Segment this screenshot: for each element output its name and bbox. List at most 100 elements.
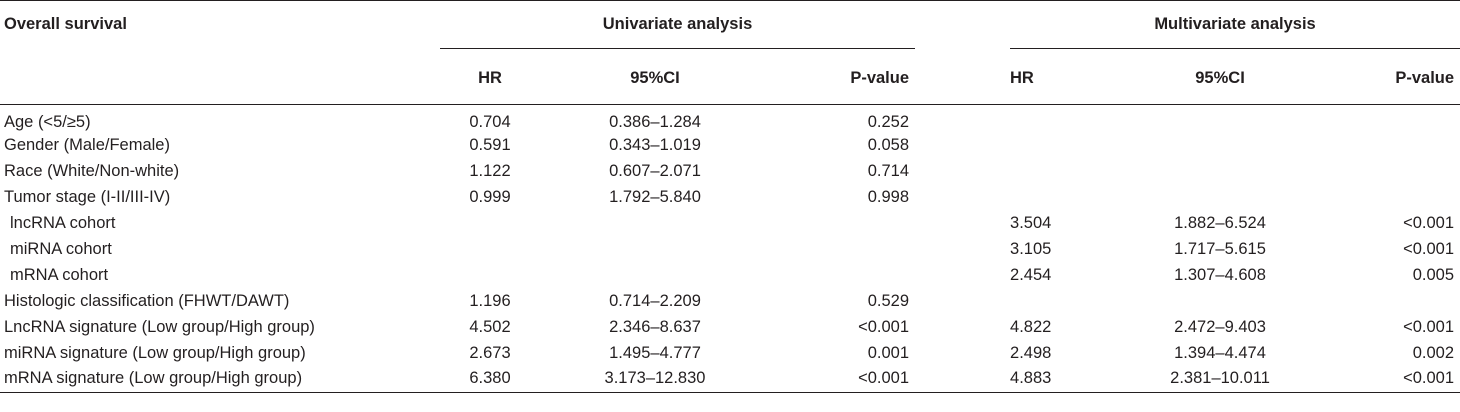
multi-hr-cell: 4.822	[1010, 314, 1110, 340]
multi-ci-cell: 1.882–6.524	[1110, 210, 1330, 236]
multi-ci-cell: 2.381–10.011	[1110, 366, 1330, 392]
multi-ci-cell: 2.472–9.403	[1110, 314, 1330, 340]
uni-hr-cell	[440, 236, 540, 262]
multi-ci-cell	[1110, 158, 1330, 184]
uni-p-cell: 0.001	[770, 340, 915, 366]
uni-p-cell: 0.058	[770, 132, 915, 158]
uni-p-cell	[770, 262, 915, 288]
uni-hr-cell	[440, 262, 540, 288]
row-label: LncRNA signature (Low group/High group)	[0, 314, 440, 340]
header-multivariate: Multivariate analysis	[1010, 1, 1460, 53]
multi-p-cell: <0.001	[1330, 236, 1460, 262]
multi-p-cell: <0.001	[1330, 210, 1460, 236]
uni-ci-cell	[540, 236, 770, 262]
table-row: miRNA signature (Low group/High group) 2.…	[0, 340, 1460, 366]
multi-hr-cell	[1010, 184, 1110, 210]
multi-p-cell: 0.005	[1330, 262, 1460, 288]
uni-hr-cell: 4.502	[440, 314, 540, 340]
uni-hr-cell	[440, 210, 540, 236]
gap-cell	[915, 158, 1010, 184]
header-row-1: Overall survival Univariate analysis Mul…	[0, 1, 1460, 53]
multi-p-cell: 0.002	[1330, 340, 1460, 366]
multi-ci-cell: 1.307–4.608	[1110, 262, 1330, 288]
row-label: Histologic classification (FHWT/DAWT)	[0, 288, 440, 314]
table-row: Gender (Male/Female) 0.591 0.343–1.019 0.05…	[0, 132, 1460, 158]
multi-p-cell	[1330, 158, 1460, 184]
multi-hr-cell	[1010, 105, 1110, 133]
multi-hr-cell	[1010, 132, 1110, 158]
gap-cell	[915, 236, 1010, 262]
uni-p-cell: 0.998	[770, 184, 915, 210]
row-label: mRNA cohort	[0, 262, 440, 288]
uni-p-cell: 0.714	[770, 158, 915, 184]
gap-cell	[915, 288, 1010, 314]
uni-hr-cell: 2.673	[440, 340, 540, 366]
uni-ci-cell: 1.792–5.840	[540, 184, 770, 210]
multi-ci-cell	[1110, 132, 1330, 158]
multi-hr-cell: 2.498	[1010, 340, 1110, 366]
gap-cell	[915, 314, 1010, 340]
gap-cell	[915, 262, 1010, 288]
table-row: mRNA cohort 2.454 1.307–4.608 0.005	[0, 262, 1460, 288]
multi-p-cell: <0.001	[1330, 366, 1460, 392]
gap-cell	[915, 184, 1010, 210]
uni-ci-cell: 1.495–4.777	[540, 340, 770, 366]
multi-ci-cell: 1.717–5.615	[1110, 236, 1330, 262]
uni-ci-cell: 0.386–1.284	[540, 105, 770, 133]
gap-cell	[915, 340, 1010, 366]
multi-hr-cell: 3.105	[1010, 236, 1110, 262]
table-row: miRNA cohort 3.105 1.717–5.615 <0.001	[0, 236, 1460, 262]
table-row: Age (<5/≥5) 0.704 0.386–1.284 0.252	[0, 105, 1460, 133]
uni-ci-cell: 0.714–2.209	[540, 288, 770, 314]
row-label: Race (White/Non-white)	[0, 158, 440, 184]
multi-p-cell	[1330, 105, 1460, 133]
header-gap	[915, 1, 1010, 53]
header-overall-survival: Overall survival	[0, 1, 440, 53]
uni-hr-cell: 1.122	[440, 158, 540, 184]
uni-ci-cell: 0.607–2.071	[540, 158, 770, 184]
header-multi-p: P-value	[1330, 53, 1460, 105]
header-multi-ci: 95%CI	[1110, 53, 1330, 105]
table-body: Age (<5/≥5) 0.704 0.386–1.284 0.252 Gender (…	[0, 105, 1460, 393]
header-row-2: HR 95%CI P-value HR 95%CI P-value	[0, 53, 1460, 105]
multi-ci-cell	[1110, 184, 1330, 210]
multi-p-cell: <0.001	[1330, 314, 1460, 340]
row-label: miRNA cohort	[0, 236, 440, 262]
header-uni-hr: HR	[440, 53, 540, 105]
multi-p-cell	[1330, 288, 1460, 314]
gap-cell	[915, 210, 1010, 236]
uni-ci-cell	[540, 262, 770, 288]
uni-hr-cell: 0.999	[440, 184, 540, 210]
uni-p-cell: <0.001	[770, 366, 915, 392]
uni-p-cell	[770, 210, 915, 236]
table-row: lncRNA cohort 3.504 1.882–6.524 <0.001	[0, 210, 1460, 236]
uni-ci-cell: 2.346–8.637	[540, 314, 770, 340]
multi-p-cell	[1330, 184, 1460, 210]
header-gap-2	[915, 53, 1010, 105]
uni-hr-cell: 0.704	[440, 105, 540, 133]
multi-hr-cell	[1010, 288, 1110, 314]
header-multi-hr: HR	[1010, 53, 1110, 105]
gap-cell	[915, 366, 1010, 392]
univariate-label: Univariate analysis	[440, 15, 915, 49]
multi-hr-cell: 2.454	[1010, 262, 1110, 288]
row-label: miRNA signature (Low group/High group)	[0, 340, 440, 366]
uni-p-cell	[770, 236, 915, 262]
multi-ci-cell	[1110, 288, 1330, 314]
header-uni-ci: 95%CI	[540, 53, 770, 105]
header-empty	[0, 53, 440, 105]
row-label: Tumor stage (I-II/III-IV)	[0, 184, 440, 210]
row-label: lncRNA cohort	[0, 210, 440, 236]
multi-ci-cell	[1110, 105, 1330, 133]
gap-cell	[915, 105, 1010, 133]
multi-hr-cell: 3.504	[1010, 210, 1110, 236]
table-row: Histologic classification (FHWT/DAWT) 1.1…	[0, 288, 1460, 314]
multi-hr-cell	[1010, 158, 1110, 184]
header-univariate: Univariate analysis	[440, 1, 915, 53]
uni-p-cell: 0.529	[770, 288, 915, 314]
row-label: mRNA signature (Low group/High group)	[0, 366, 440, 392]
row-label: Age (<5/≥5)	[0, 105, 440, 133]
table-row: LncRNA signature (Low group/High group) 4…	[0, 314, 1460, 340]
uni-ci-cell	[540, 210, 770, 236]
table-row: Tumor stage (I-II/III-IV) 0.999 1.792–5.84…	[0, 184, 1460, 210]
